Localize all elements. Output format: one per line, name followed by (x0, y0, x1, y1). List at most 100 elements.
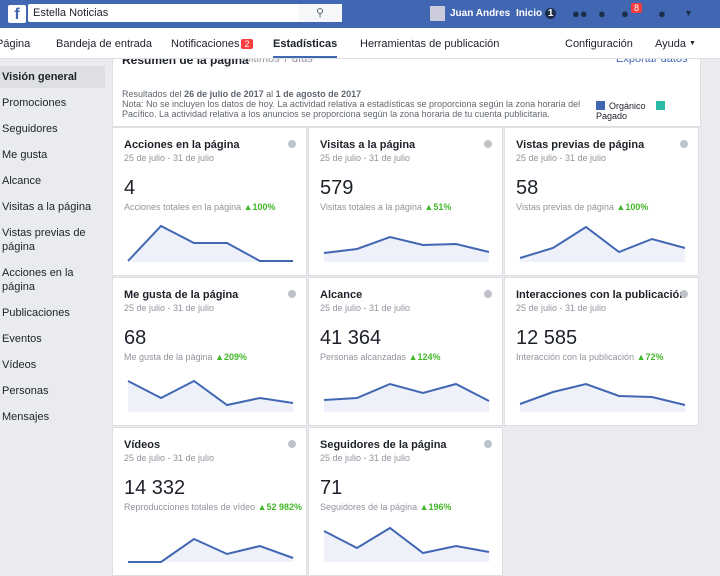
results-prefix: Resultados del (122, 89, 182, 99)
insight-card: Seguidores de la página 25 de julio - 31 … (308, 427, 503, 576)
card-dates: 25 de julio - 31 de julio (124, 303, 215, 313)
legend-swatch (596, 101, 605, 110)
spark-area (324, 528, 489, 562)
menu-arrow[interactable]: ▼ (684, 8, 693, 18)
search-button[interactable]: ⚲ (298, 4, 342, 22)
sidebar-item[interactable]: Visitas a la página (2, 201, 92, 213)
nav-config[interactable]: Configuración (565, 38, 633, 50)
insight-card: Vistas previas de página 25 de julio - 31… (504, 127, 699, 276)
sidebar-item[interactable]: Acciones en la página (2, 267, 74, 293)
date-from: 26 de julio de 2017 (184, 89, 264, 99)
sparkline (323, 235, 490, 262)
sidebar-item[interactable]: Promociones (2, 97, 67, 109)
info-icon[interactable] (680, 290, 688, 298)
sidebar-item[interactable]: Me gusta (2, 149, 48, 161)
legend: OrgánicoPagado (596, 101, 700, 121)
info-icon[interactable] (484, 440, 492, 448)
sidebar-item[interactable]: Vistas previas de página (2, 227, 86, 253)
card-value: 579 (320, 177, 354, 199)
card-value: 4 (124, 177, 136, 199)
change-value: 52 982% (266, 502, 303, 512)
notifications-icon[interactable]: ● (621, 6, 629, 21)
legend-swatch (655, 101, 665, 110)
nav-item[interactable]: Notificaciones 2 (171, 38, 253, 50)
change-value: 209% (224, 352, 248, 362)
change: ▲100% (613, 202, 649, 212)
sidebar-item[interactable]: Visión general (0, 66, 105, 88)
info-icon[interactable] (288, 290, 296, 298)
sparkline (323, 526, 490, 562)
sidebar-item[interactable]: Vídeos (2, 359, 37, 371)
legend-item: Pagado (596, 101, 669, 121)
card-caption: Interacción con la publicación ▲72% (516, 352, 664, 362)
info-icon[interactable] (680, 140, 688, 148)
change-value: 196% (428, 502, 452, 512)
logo[interactable]: f (8, 5, 26, 23)
nav-badge: 2 (241, 39, 253, 49)
sparkline (127, 379, 294, 412)
spark-line (323, 382, 490, 402)
search-box[interactable]: Estella Noticias ⚲ (28, 4, 342, 22)
card-caption: Vistas previas de página ▲100% (516, 202, 648, 212)
sidebar-item[interactable]: Publicaciones (2, 307, 70, 319)
spark-line (519, 382, 686, 406)
nav-help[interactable]: Ayuda (655, 38, 686, 50)
results-al: al (266, 89, 274, 99)
insight-card: Vídeos 25 de julio - 31 de julio 14 332 Rep… (112, 427, 307, 576)
card-caption: Reproducciones totales de vídeo ▲52 982% (124, 502, 302, 512)
card-value: 58 (516, 177, 539, 199)
card-title: Seguidores de la página (320, 439, 447, 451)
nav-item[interactable]: Página (0, 38, 31, 50)
nav-item[interactable]: Herramientas de publicación (360, 38, 500, 50)
info-icon[interactable] (288, 440, 296, 448)
avatar (430, 6, 445, 21)
card-title: Visitas a la página (320, 139, 416, 151)
change-value: 72% (645, 352, 664, 362)
spark-area (324, 384, 489, 412)
insight-card: Interacciones con la publicación 25 de ju… (504, 277, 699, 426)
card-title: Alcance (320, 289, 363, 301)
card-title: Interacciones con la publicación (516, 289, 686, 301)
sidebar-item[interactable]: Mensajes (2, 411, 50, 423)
sparkline (128, 537, 294, 563)
card-title: Acciones en la página (124, 139, 240, 151)
card-caption: Personas alcanzadas ▲124% (320, 352, 441, 362)
sidebar-item[interactable]: Seguidores (2, 123, 58, 135)
user-name[interactable]: Juan Andres (450, 8, 511, 19)
info-icon[interactable] (484, 290, 492, 298)
legend-item: Orgánico (596, 101, 646, 111)
card-value: 41 364 (320, 327, 382, 349)
card-dates: 25 de julio - 31 de julio (320, 303, 411, 313)
results-line: Resultados del 26 de julio de 2017 al 1 … (122, 89, 361, 99)
nav-item[interactable]: Bandeja de entrada (56, 38, 153, 50)
info-icon[interactable] (288, 140, 296, 148)
change-value: 100% (252, 202, 276, 212)
sidebar-item[interactable]: Eventos (2, 333, 42, 345)
change: ▲52 982% (255, 502, 303, 512)
card-title: Vistas previas de página (516, 139, 645, 151)
home-link[interactable]: Inicio 1 (516, 8, 557, 19)
change: ▲209% (212, 352, 248, 362)
caption-text: Reproducciones totales de vídeo (124, 502, 256, 512)
messages-icon[interactable]: ● (598, 6, 606, 21)
caption-text: Me gusta de la página (124, 352, 213, 362)
card-caption: Visitas totales a la página ▲51% (320, 202, 451, 212)
spark-area (128, 381, 293, 412)
sidebar-item[interactable]: Alcance (2, 175, 42, 187)
friends-icon[interactable]: ●● (572, 6, 588, 21)
info-icon[interactable] (484, 140, 492, 148)
nav-item-active[interactable]: Estadísticas (273, 38, 338, 58)
spark-line (127, 224, 293, 262)
help-icon[interactable]: ● (658, 6, 666, 21)
sparkline (323, 382, 490, 412)
card-value: 12 585 (516, 327, 578, 349)
spark-area (520, 227, 685, 262)
sidebar-item[interactable]: Personas (2, 385, 49, 397)
change-value: 100% (625, 202, 649, 212)
card-value: 14 332 (124, 477, 186, 499)
change-value: 124% (417, 352, 441, 362)
card-dates: 25 de julio - 31 de julio (516, 153, 607, 163)
insight-card: Acciones en la página 25 de julio - 31 de… (112, 127, 307, 276)
caption-text: Interacción con la publicación (516, 352, 635, 362)
sparkline (519, 225, 686, 262)
